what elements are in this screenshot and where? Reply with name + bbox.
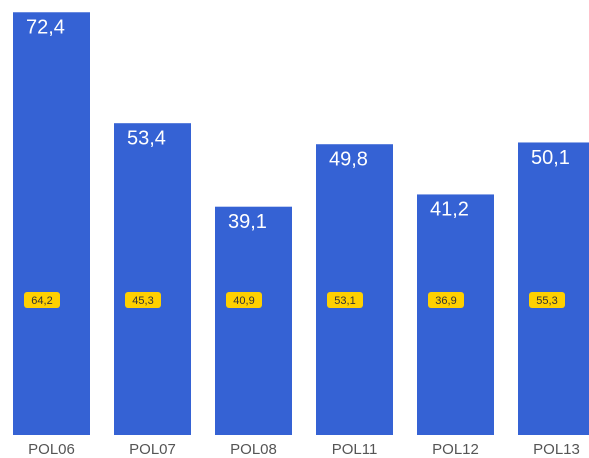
x-tick-label: POL12: [432, 441, 479, 458]
x-tick-label: POL06: [28, 441, 75, 458]
badge-label: 55,3: [536, 295, 557, 307]
badge-label: 36,9: [435, 295, 456, 307]
bar-value-label: 53,4: [127, 127, 166, 149]
bar: [417, 194, 494, 435]
bar: [518, 142, 589, 436]
badge: [24, 292, 60, 308]
x-tick-label: POL08: [230, 441, 277, 458]
bar-value-label: 39,1: [228, 211, 267, 233]
badge-label: 45,3: [132, 295, 153, 307]
badge-label: 40,9: [233, 295, 254, 307]
bar-value-label: 50,1: [531, 147, 570, 169]
badge-label: 64,2: [31, 295, 52, 307]
x-tick-label: POL13: [533, 441, 580, 458]
bar-value-label: 41,2: [430, 199, 469, 221]
badge-label: 53,1: [334, 295, 355, 307]
badge: [125, 292, 161, 308]
badge: [327, 292, 363, 308]
x-tick-label: POL11: [332, 441, 378, 458]
bar-value-label: 49,8: [329, 149, 368, 171]
badge: [226, 292, 262, 308]
bar: [316, 144, 393, 435]
x-tick-label: POL07: [129, 441, 176, 458]
bar-value-label: 72,4: [26, 17, 65, 39]
badge: [428, 292, 464, 308]
bar: [114, 123, 191, 435]
bar: [215, 206, 292, 435]
bar: [13, 12, 90, 435]
badge: [529, 292, 565, 308]
